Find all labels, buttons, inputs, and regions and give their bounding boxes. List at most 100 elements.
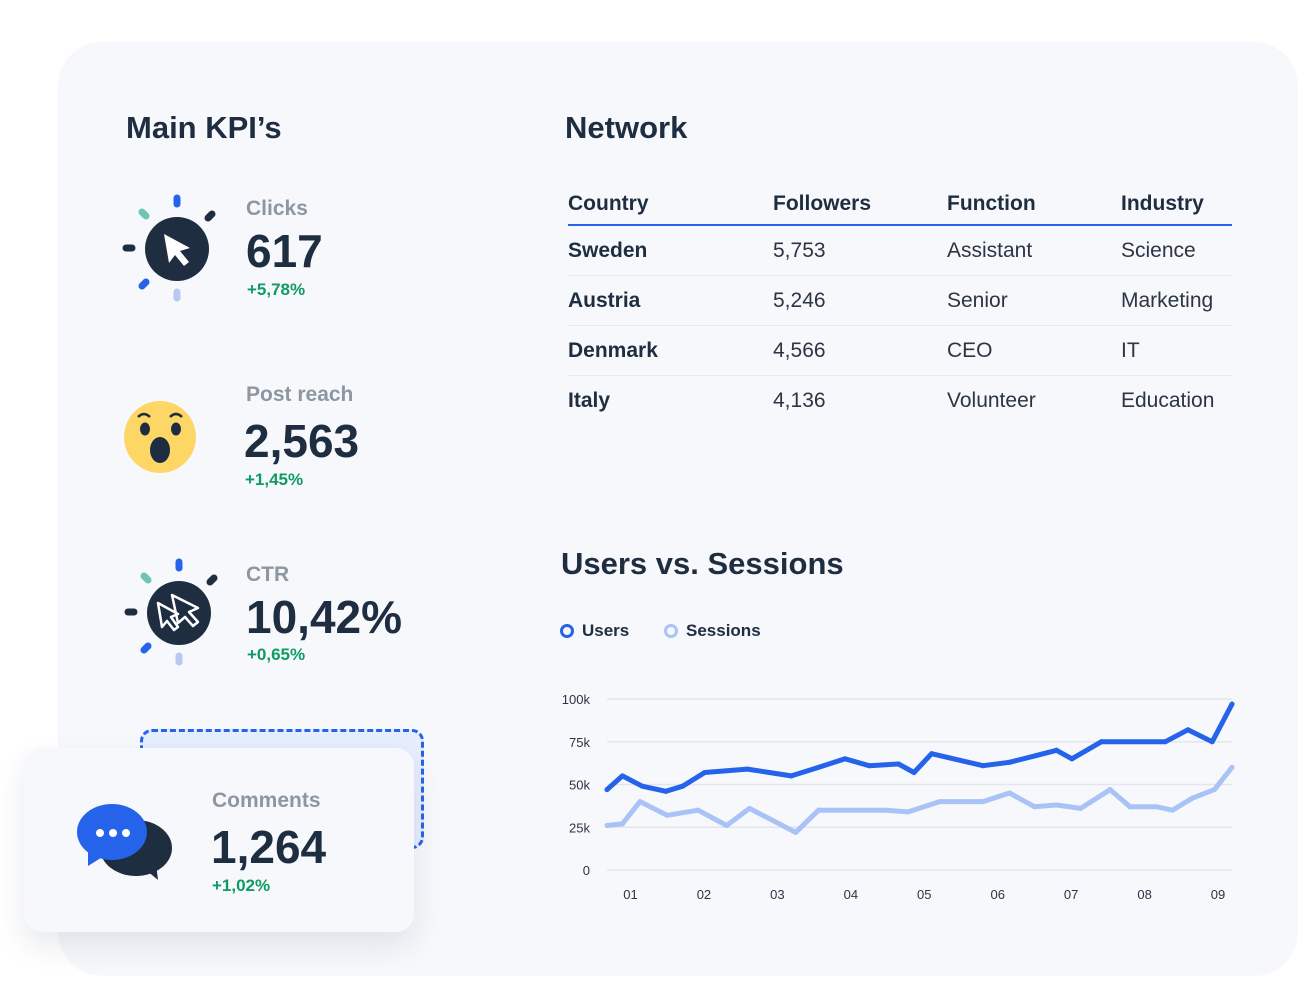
series-line-users [604,701,1235,794]
x-tick-label: 03 [770,887,784,902]
x-tick-label: 05 [917,887,931,902]
data-point-users [1053,747,1059,753]
x-tick-label: 04 [844,887,858,902]
table-cell: Science [1121,225,1232,276]
data-point-users [680,783,686,789]
data-point-sessions [1053,802,1059,808]
table-cell: Italy [568,389,611,412]
data-point-sessions [1107,787,1113,793]
data-point-sessions [1189,795,1195,801]
data-point-users [816,764,822,770]
data-point-users [1209,739,1215,745]
data-point-sessions [980,799,986,805]
data-point-sessions [905,809,911,815]
data-point-users [788,773,794,779]
data-point-sessions [1211,787,1217,793]
table-cell: Austria [568,275,773,326]
double-cursor-icon [124,558,218,666]
data-point-users [980,763,986,769]
kpi-label: Comments [212,789,321,812]
data-point-users [866,763,872,769]
column-header[interactable]: Industry [1121,192,1232,226]
network-table: Country Followers Function Industry Swed… [568,192,1232,425]
table-row[interactable]: Sweden 5,753 Assistant Science [568,225,1232,276]
data-point-sessions [724,823,730,829]
kpi-change: +0,65% [247,645,306,664]
table-cell: Denmark [568,325,773,376]
x-tick-label: 02 [697,887,711,902]
data-point-sessions [695,807,701,813]
table-cell: 4,566 [773,325,947,376]
column-header[interactable]: Country [568,192,773,226]
legend-item-sessions[interactable]: Sessions [664,621,761,641]
table-row[interactable]: Italy 4,136 Volunteer Education [568,376,1232,426]
data-point-users [911,770,917,776]
data-point-sessions [1153,804,1159,810]
chat-bubbles-icon [77,804,172,880]
legend-marker [664,624,678,638]
line-chart: 0 25k 50k 75k 100k 01 02 03 04 05 06 07 08 09 [562,692,1235,902]
table-cell: 5,753 [773,225,947,276]
kpi-value: 1,264 [211,821,327,873]
data-point-sessions [619,821,625,827]
y-tick-label: 25k [569,820,590,835]
kpi-title: Main KPI’s [126,110,282,145]
table-cell: 4,136 [773,389,826,412]
table-cell: 5,246 [773,275,947,326]
x-tick-label: 06 [990,887,1004,902]
data-point-sessions [1170,807,1176,813]
column-header[interactable]: Followers [773,192,947,226]
column-header[interactable]: Function [947,192,1121,226]
legend-label: Sessions [686,621,761,640]
data-point-users [896,761,902,767]
kpi-change: +1,02% [212,876,271,895]
x-tick-label: 01 [623,887,637,902]
data-point-users [1006,759,1012,765]
table-cell: Education [1121,389,1215,412]
kpi-label: CTR [246,563,290,586]
data-point-sessions [1031,804,1037,810]
table-cell: IT [1121,325,1232,376]
kpi-label: Post reach [246,383,354,406]
data-point-sessions [1006,790,1012,796]
legend-label: Users [582,621,630,640]
data-point-sessions [766,816,772,822]
y-tick-label: 0 [583,863,590,878]
data-point-sessions [793,829,799,835]
table-row[interactable]: Denmark 4,566 CEO IT [568,325,1232,376]
wow-emoji-icon [124,401,196,473]
x-tick-label: 09 [1211,887,1225,902]
legend-item-users[interactable]: Users [560,621,629,641]
data-point-users [744,766,750,772]
data-point-sessions [1078,805,1084,811]
kpi-label: Clicks [246,197,308,220]
cursor-click-icon [122,194,216,302]
table-cell: Senior [947,275,1121,326]
kpi-value: 2,563 [244,415,360,467]
data-point-sessions [1127,804,1133,810]
data-point-sessions [1229,764,1235,770]
data-point-users [1098,739,1104,745]
data-point-users [766,770,772,776]
data-point-users [663,788,669,794]
y-tick-label: 100k [562,692,591,707]
table-cell: CEO [947,325,1121,376]
data-point-sessions [816,807,822,813]
kpi-change: +1,45% [245,470,304,489]
network-title: Network [565,110,688,145]
x-tick-label: 08 [1137,887,1151,902]
data-point-sessions [882,807,888,813]
table-cell: Assistant [947,225,1121,276]
data-point-users [1229,701,1235,707]
data-point-users [929,751,935,757]
table-cell: Volunteer [947,389,1036,412]
data-point-users [1162,739,1168,745]
table-row[interactable]: Austria 5,246 Senior Marketing [568,275,1232,326]
data-point-sessions [664,812,670,818]
data-point-sessions [937,799,943,805]
y-tick-label: 50k [569,778,590,793]
data-point-users [639,783,645,789]
data-point-sessions [746,805,752,811]
kpi-value: 617 [246,225,323,277]
data-point-users [702,770,708,776]
